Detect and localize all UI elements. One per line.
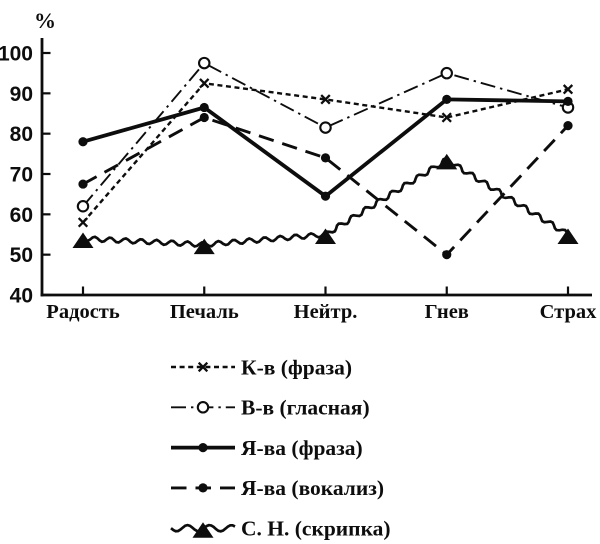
legend-item: К-в (фраза): [171, 355, 352, 379]
series-1-line: [82, 61, 569, 207]
filled-triangle-marker-icon: [72, 232, 94, 249]
legend-item-label: Я-ва (вокализ): [241, 476, 384, 500]
filled-circle-marker-icon: [198, 483, 208, 493]
legend-item: Я-ва (фраза): [171, 436, 363, 460]
y-tick-label: 80: [10, 123, 33, 146]
legend-item-label: К-в (фраза): [241, 355, 352, 379]
filled-circle-marker-icon: [198, 443, 208, 453]
y-tick-label: 100: [0, 43, 33, 66]
filled-circle-marker-icon: [442, 94, 452, 104]
filled-circle-marker-icon: [78, 179, 88, 189]
y-tick-label: 50: [10, 244, 33, 267]
x-category-label: Радость: [46, 301, 120, 323]
series-0-line: [82, 82, 569, 224]
y-tick-label: 40: [10, 285, 33, 308]
series-4-markers: [72, 153, 579, 255]
filled-triangle-marker-icon: [436, 153, 458, 170]
open-circle-marker-icon: [319, 121, 332, 134]
x-marker-icon: [320, 94, 331, 105]
legend-item: Я-ва (вокализ): [171, 476, 384, 500]
filled-triangle-marker-icon: [557, 228, 579, 244]
x-marker-icon: [441, 112, 452, 123]
open-circle-marker-icon: [196, 401, 210, 414]
legend-item-label: С. Н. (скрипка): [241, 517, 391, 541]
x-category-label: Гнев: [425, 301, 469, 323]
legend-item: В-в (гласная): [171, 396, 370, 420]
x-marker-icon: [77, 217, 89, 228]
open-circle-marker-icon: [76, 200, 90, 213]
series-3-line: [82, 115, 570, 257]
filled-circle-marker-icon: [442, 250, 452, 260]
y-tick-label: 90: [10, 83, 33, 106]
filled-circle-marker-icon: [199, 102, 209, 113]
open-circle-marker-icon: [440, 66, 453, 80]
y-axis-unit-label: %: [34, 8, 56, 33]
chart-plot-area: 40 50 60 70 80 90 100 Радость Печаль Нейтр. Гнев Ст…: [0, 38, 597, 323]
x-marker-icon: [199, 78, 210, 89]
x-category-label: Страх: [540, 301, 598, 323]
x-category-label: Нейтр.: [294, 301, 358, 323]
series-1-markers: [76, 56, 575, 213]
y-tick-label: 60: [10, 204, 33, 227]
filled-circle-marker-icon: [320, 153, 331, 163]
open-circle-marker-icon: [198, 56, 211, 70]
legend-item: С. Н. (скрипка): [170, 517, 391, 541]
series-2-markers: [78, 94, 573, 201]
filled-triangle-marker-icon: [192, 522, 214, 538]
filled-circle-marker-icon: [199, 112, 209, 123]
series-3-markers: [78, 112, 573, 260]
series-4-line: [82, 156, 569, 248]
filled-circle-marker-icon: [320, 191, 331, 201]
filled-triangle-marker-icon: [315, 228, 336, 244]
legend-item-label: В-в (гласная): [241, 396, 370, 420]
legend-item-label: Я-ва (фраза): [241, 436, 363, 460]
filled-circle-marker-icon: [563, 121, 573, 131]
filled-circle-marker-icon: [563, 96, 573, 106]
x-category-label: Печаль: [170, 301, 239, 323]
y-tick-label: 70: [10, 164, 33, 187]
series-2-line: [82, 97, 569, 199]
x-marker-icon: [197, 361, 209, 373]
filled-circle-marker-icon: [78, 137, 88, 147]
series-0-markers: [77, 78, 574, 228]
filled-triangle-marker-icon: [193, 238, 215, 255]
x-marker-icon: [562, 84, 574, 95]
chart-legend: К-в (фраза) В-в (гласная) Я-ва (фраза) Я-ва…: [170, 355, 391, 541]
